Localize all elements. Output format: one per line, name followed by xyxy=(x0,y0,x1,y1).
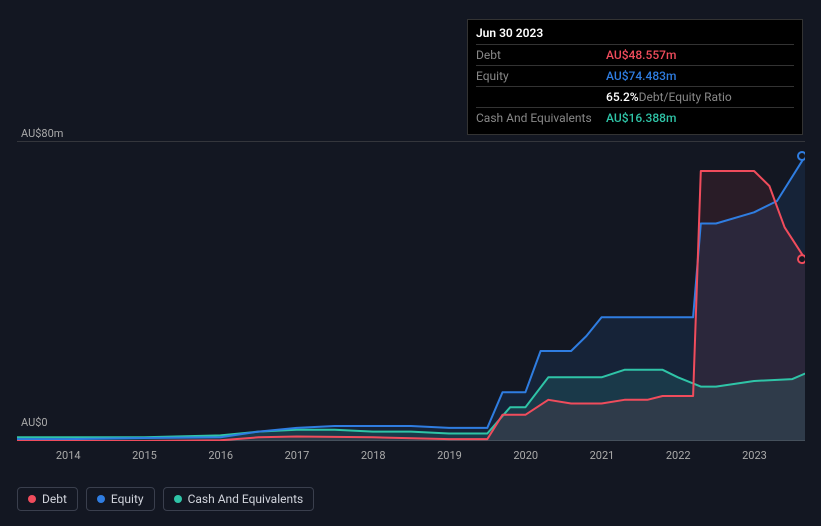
tooltip-row-suffix: Debt/Equity Ratio xyxy=(639,90,732,104)
x-axis-label: 2023 xyxy=(742,449,767,462)
tooltip-row: DebtAU$48.557m xyxy=(476,44,794,65)
x-axis-label: 2022 xyxy=(666,449,691,462)
tooltip-row-label xyxy=(476,90,606,104)
end-marker xyxy=(798,152,805,160)
x-axis-label: 2018 xyxy=(361,449,386,462)
x-axis-label: 2020 xyxy=(513,449,538,462)
legend-item[interactable]: Debt xyxy=(17,487,78,511)
tooltip-row: EquityAU$74.483m xyxy=(476,65,794,86)
tooltip-row-label: Debt xyxy=(476,48,606,62)
tooltip-row-value: 65.2% xyxy=(606,90,639,104)
legend-swatch xyxy=(97,495,105,503)
x-axis-label: 2016 xyxy=(208,449,233,462)
tooltip-row-label: Equity xyxy=(476,69,606,83)
legend-swatch xyxy=(174,495,182,503)
x-axis-label: 2019 xyxy=(437,449,462,462)
x-axis-label: 2021 xyxy=(590,449,615,462)
tooltip-row-value: AU$74.483m xyxy=(606,69,676,83)
tooltip-row-value: AU$16.388m xyxy=(606,111,676,125)
x-axis-label: 2014 xyxy=(56,449,81,462)
end-marker xyxy=(798,255,805,263)
x-axis-label: 2015 xyxy=(132,449,157,462)
legend-label: Debt xyxy=(42,492,67,506)
tooltip-row: 65.2% Debt/Equity Ratio xyxy=(476,86,794,107)
chart-svg xyxy=(17,141,805,441)
x-axis-label: 2017 xyxy=(285,449,310,462)
y-axis-label: AU$80m xyxy=(21,127,63,140)
tooltip-row-value: AU$48.557m xyxy=(606,48,676,62)
series-area xyxy=(17,171,805,441)
legend-label: Cash And Equivalents xyxy=(188,492,304,506)
tooltip-row: Cash And EquivalentsAU$16.388m xyxy=(476,107,794,128)
chart-plot xyxy=(17,141,805,441)
chart-tooltip: Jun 30 2023 DebtAU$48.557mEquityAU$74.48… xyxy=(467,19,803,135)
tooltip-date: Jun 30 2023 xyxy=(476,26,794,40)
y-axis-label: AU$0 xyxy=(21,416,48,429)
legend-item[interactable]: Equity xyxy=(86,487,155,511)
legend-label: Equity xyxy=(111,492,144,506)
tooltip-row-label: Cash And Equivalents xyxy=(476,111,606,125)
chart-legend: Debt Equity Cash And Equivalents xyxy=(17,487,314,511)
legend-item[interactable]: Cash And Equivalents xyxy=(163,487,315,511)
legend-swatch xyxy=(28,495,36,503)
